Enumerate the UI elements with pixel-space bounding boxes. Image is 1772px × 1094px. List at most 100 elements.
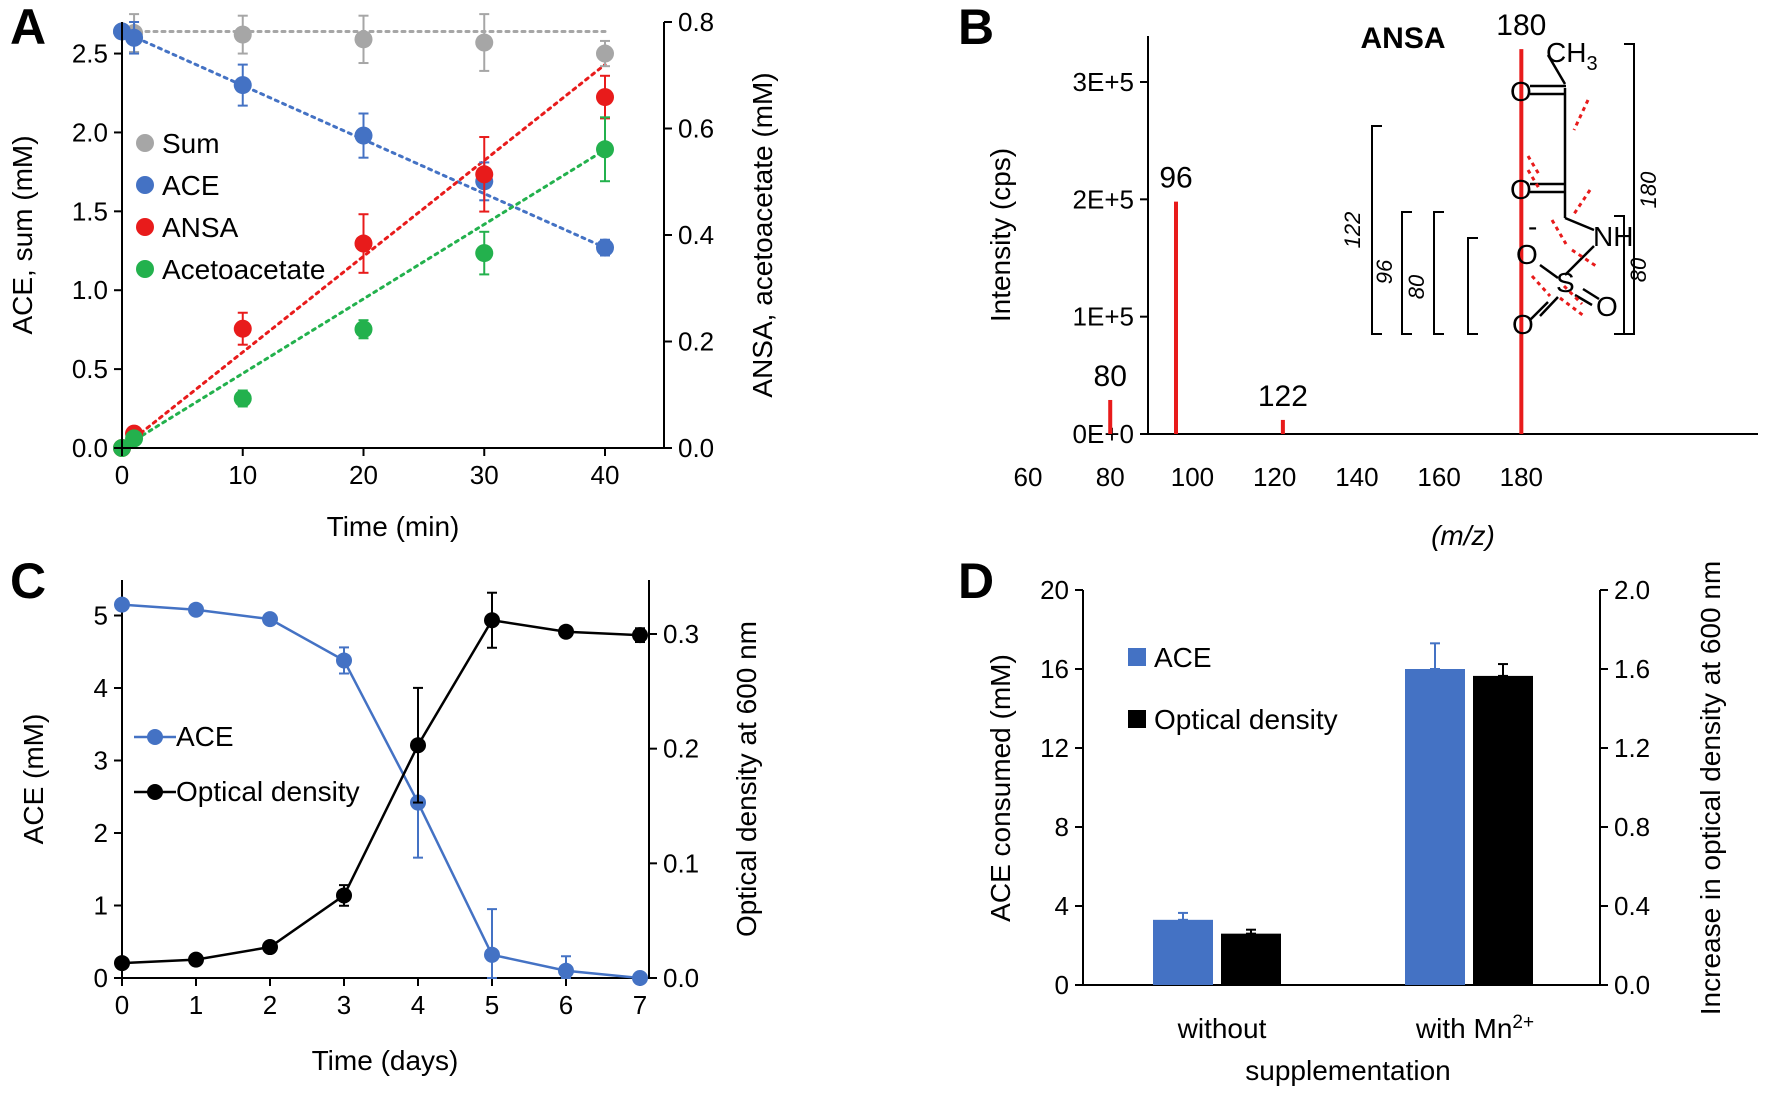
structure-o-mid: O	[1510, 174, 1532, 205]
panel-a-y2-tick-label: 0.4	[678, 220, 714, 250]
fragment-label-122: 122	[1340, 212, 1365, 249]
structure-charge: -	[1528, 211, 1537, 242]
panel-c-y-tick-label: 5	[94, 601, 108, 631]
fragment-label-96: 96	[1372, 259, 1397, 284]
panel-c-y2-tick-label: 0.1	[663, 848, 699, 878]
panel-d-y2-tick-label: 0.8	[1614, 812, 1650, 842]
legend-label-ace-c: ACE	[176, 721, 234, 752]
line-optical-density	[121, 618, 641, 965]
panel-b-x-tick-label: 100	[1171, 462, 1214, 492]
panel-a-x-tick-label: 20	[349, 460, 378, 490]
panel-a-y-label: ACE, sum (mM)	[7, 135, 38, 334]
point-ansa	[596, 88, 614, 107]
panel-c-y2-tick-label: 0.2	[663, 734, 699, 764]
panel-d-y-tick-label: 8	[1055, 812, 1069, 842]
panel-label-b: B	[958, 0, 994, 55]
panel-label-c: C	[10, 553, 46, 609]
point-acetoacetate	[475, 244, 494, 263]
point-acetoacetate	[125, 429, 144, 448]
structure-ch3: CH3	[1546, 37, 1598, 75]
legend-swatch-od-d	[1128, 710, 1146, 728]
panel-c-y2-label: Optical density at 600 nm	[731, 621, 762, 937]
panel-d: D 0 4 8 12 16 20 0.0 0.4 0.8 1.2 1.6 2.0 ACE consum…	[958, 553, 1726, 1086]
panel-d-y2-tick-label: 2.0	[1614, 575, 1650, 605]
panel-a-x-tick-label: 10	[228, 460, 257, 490]
panel-b-marks: 80 96 122 180	[1094, 9, 1546, 434]
panel-c-x-tick-label: 1	[189, 990, 203, 1020]
panel-c-x-tick-label: 4	[411, 990, 425, 1020]
panel-a-x-tick-label: 30	[470, 460, 499, 490]
category-label-without: without	[1177, 1013, 1267, 1044]
legend-marker-acetoacetate	[136, 260, 154, 278]
point-ansa	[233, 319, 252, 338]
ansa-structure: CH3 O O NH O - S O O	[1340, 37, 1661, 340]
legend-marker-ace	[136, 176, 154, 194]
panel-b-y-label: Intensity (cps)	[985, 148, 1016, 322]
point-sum	[233, 25, 252, 44]
panel-a-y-tick-label: 1.5	[72, 196, 108, 226]
legend-marker-sum	[136, 134, 154, 152]
point-optical-density	[336, 887, 352, 904]
panel-d-y-tick-label: 16	[1040, 654, 1069, 684]
point-optical-density	[262, 939, 278, 956]
panel-c-x-tick-label: 2	[263, 990, 277, 1020]
fragment-label-80-right: 80	[1626, 257, 1651, 282]
structure-o-right: O	[1596, 291, 1618, 322]
panel-b-x-tick-label: 160	[1417, 462, 1460, 492]
fragment-brackets	[1371, 43, 1635, 335]
structure-o-top: O	[1510, 76, 1532, 107]
panel-d-y-label: ACE consumed (mM)	[985, 654, 1016, 922]
legend-swatch-ace-d	[1128, 648, 1146, 666]
panel-b-y-tick-label: 0E+0	[1073, 419, 1134, 449]
panel-d-y2-tick-label: 1.2	[1614, 733, 1650, 763]
panel-d-y2-label: Increase in optical density at 600 nm	[1695, 561, 1726, 1015]
panel-d-y2-tick-label: 0.4	[1614, 891, 1650, 921]
panel-c-y-tick-label: 2	[94, 818, 108, 848]
category-label-with-mn: with Mn2+	[1415, 1012, 1534, 1044]
legend-label-ace: ACE	[162, 170, 220, 201]
point-optical-density	[410, 737, 426, 754]
panel-a-y2-tick-label: 0.2	[678, 327, 714, 357]
point-optical-density	[632, 627, 648, 644]
panel-d-y-tick-label: 12	[1040, 733, 1069, 763]
panel-label-a: A	[10, 0, 46, 55]
panel-a-y2-tick-label: 0.8	[678, 7, 714, 37]
panel-d-y-tick-label: 20	[1040, 575, 1069, 605]
panel-a-y-tick-label: 2.5	[72, 39, 108, 69]
panel-a-x-tick-label: 40	[591, 460, 620, 490]
panel-c-y-label: ACE (mM)	[18, 714, 49, 845]
legend-label-ace-d: ACE	[1154, 642, 1212, 673]
panel-d-y2-tick-label: 1.6	[1614, 654, 1650, 684]
panel-a-ticks: 0 10 20 30 40 0.0 0.5 1.0 1.5 2.0 2.5 0.0 0.2 0.4 0.6 0…	[72, 7, 714, 490]
panel-a-y-tick-label: 0.5	[72, 354, 108, 384]
panel-b-x-tick-label: 60	[1014, 462, 1043, 492]
panel-c-x-tick-label: 3	[337, 990, 351, 1020]
point-optical-density	[114, 955, 130, 972]
panel-d-y2-tick-label: 0.0	[1614, 970, 1650, 1000]
structure-o-bottom: O	[1512, 309, 1534, 340]
panel-d-marks	[1153, 642, 1533, 985]
point-sum	[596, 44, 614, 63]
panel-b-x-tick-label: 140	[1335, 462, 1378, 492]
bar-ace	[1405, 669, 1465, 985]
legend-label-od-d: Optical density	[1154, 704, 1338, 735]
panel-c-y-tick-label: 3	[94, 746, 108, 776]
panel-a-y2-tick-label: 0.6	[678, 114, 714, 144]
panel-d-legend: ACE Optical density	[1128, 642, 1338, 735]
panel-c: C 0 1 2 3 4 5 6 7 0 1 2 3 4 5 0.0 0.1 0.2 0.3 Time (days)…	[10, 553, 762, 1076]
legend-marker-ansa	[136, 218, 154, 236]
peak-label-180: 180	[1496, 9, 1546, 42]
point-ace	[354, 126, 373, 145]
peak-label-80: 80	[1094, 360, 1127, 393]
panel-a-x-tick-label: 0	[115, 460, 129, 490]
panel-b-ticks: 60 80 100 120 140 160 180 0E+0 1E+5 2E+5 3E+5	[1014, 67, 1543, 492]
point-optical-density	[558, 623, 574, 640]
panel-b-y-tick-label: 2E+5	[1073, 184, 1134, 214]
structure-s: S	[1556, 267, 1575, 298]
bar-ace	[1153, 919, 1213, 985]
structure-nh: NH	[1593, 221, 1633, 252]
legend-label-ansa: ANSA	[162, 212, 239, 243]
point-ace	[188, 601, 204, 618]
point-optical-density	[484, 612, 500, 629]
